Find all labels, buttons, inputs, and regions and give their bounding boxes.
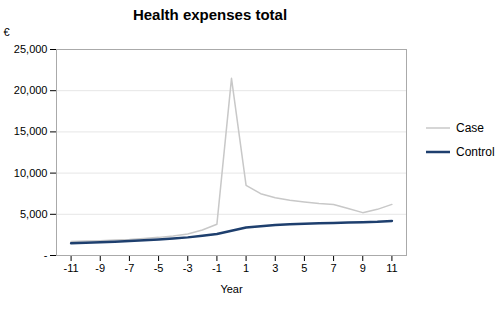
svg-text:7: 7 <box>331 262 337 274</box>
svg-text:-11: -11 <box>64 262 79 274</box>
svg-text:9: 9 <box>360 262 366 274</box>
svg-text:5: 5 <box>301 262 307 274</box>
svg-text:-1: -1 <box>212 262 222 274</box>
svg-text:€: € <box>4 26 10 38</box>
svg-text:3: 3 <box>272 262 278 274</box>
html-text:Control: Control <box>456 145 495 159</box>
html-text:Case: Case <box>456 121 484 135</box>
svg-text:Year: Year <box>220 283 243 295</box>
svg-text:1: 1 <box>243 262 249 274</box>
svg-text:-7: -7 <box>125 262 135 274</box>
svg-text:11: 11 <box>386 262 397 274</box>
svg-text:5,000: 5,000 <box>20 208 48 220</box>
svg-text:-5: -5 <box>154 262 164 274</box>
html-text:Health expenses total: Health expenses total <box>132 6 288 23</box>
svg-text:20,000: 20,000 <box>14 84 48 96</box>
svg-text:-9: -9 <box>95 262 105 274</box>
svg-text:10,000: 10,000 <box>14 167 48 179</box>
svg-text:-: - <box>44 249 48 261</box>
svg-text:25,000: 25,000 <box>14 43 48 55</box>
svg-text:15,000: 15,000 <box>14 125 48 137</box>
svg-text:-3: -3 <box>183 262 193 274</box>
